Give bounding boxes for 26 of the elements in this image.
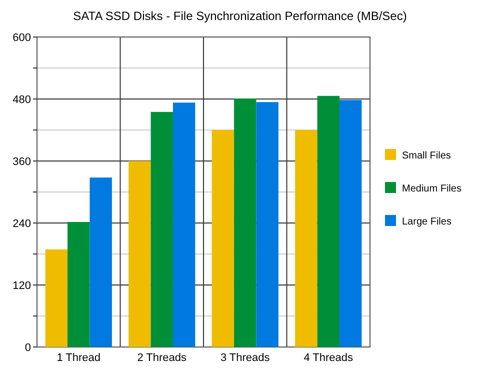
bar [172,102,196,347]
bar [256,102,278,347]
x-tick-label: 2 Threads [137,352,188,364]
bar [317,96,340,347]
legend-label: Large Files [402,216,452,228]
y-tick-label: 360 [12,156,31,168]
legend-label: Small Files [402,150,451,162]
y-tick-label: 120 [12,280,31,292]
bar [339,100,362,347]
y-tick-label: 240 [12,218,31,230]
x-tick-label: 1 Thread [56,352,101,364]
x-tick-label: 3 Threads [220,352,270,364]
chart-title: SATA SSD Disks - File Synchronization Performance (MB/Sec) [73,9,407,23]
y-tick-label: 0 [24,342,31,354]
x-tick-label: 4 Threads [304,352,354,364]
legend-label: Medium Files [402,184,462,194]
bar [295,130,318,347]
bar [90,178,112,347]
bar [212,130,234,347]
bar [68,222,90,347]
bar [234,98,256,347]
bar [45,249,68,347]
y-tick-label: 480 [12,94,31,106]
y-tick-label: 600 [12,32,31,44]
bar [150,112,173,347]
bar [128,161,151,347]
